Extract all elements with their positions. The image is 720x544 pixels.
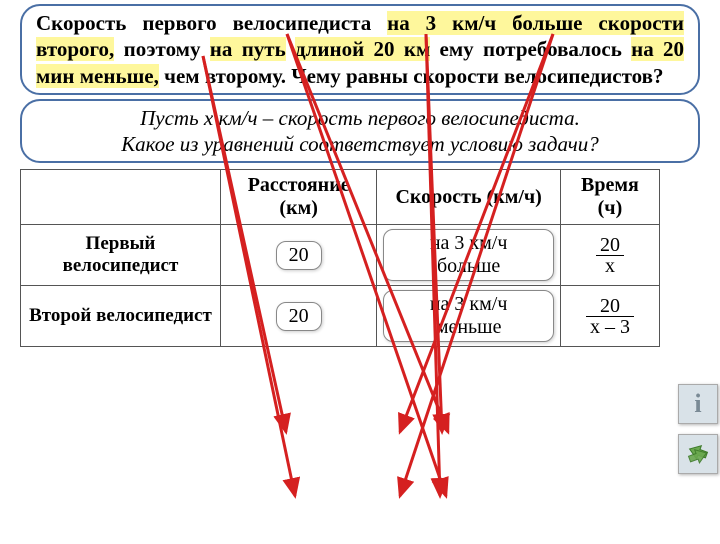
speed-value: на 3 км/ч больше [383, 229, 554, 281]
table-header-row: Расстояние (км) Скорость (км/ч) Время (ч… [21, 170, 660, 225]
question-box: Пусть х км/ч – скорость первого велосипе… [20, 99, 700, 164]
problem-fragment: Скорость первого велосипедиста [36, 11, 387, 35]
frac-num: 20 [596, 235, 624, 256]
problem-fragment: ему потребовалось [430, 37, 631, 61]
row2-speed: на 3 км/ч меньше [377, 286, 561, 347]
header-time: Время (ч) [560, 170, 659, 225]
problem-fragment: чем второму. Чему равны скорости велосип… [159, 64, 664, 88]
info-icon: i [694, 389, 701, 419]
frac-num: 20 [586, 296, 634, 317]
problem-box: Скорость первого велосипедиста на 3 км/ч… [20, 4, 700, 95]
frac-den: х [596, 256, 624, 276]
question-line1: Пусть х км/ч – скорость первого велосипе… [36, 105, 684, 131]
row1-time: 20 х [560, 225, 659, 286]
table-row: Первый велосипедист 20 на 3 км/ч больше … [21, 225, 660, 286]
problem-fragment: на путь [210, 37, 286, 61]
dist-value: 20 [276, 302, 322, 331]
table-row: Второй велосипедист 20 на 3 км/ч меньше … [21, 286, 660, 347]
row2-dist: 20 [220, 286, 376, 347]
row2-time: 20 х – 3 [560, 286, 659, 347]
problem-fragment [286, 37, 295, 61]
speed-value: на 3 км/ч меньше [383, 290, 554, 342]
header-speed: Скорость (км/ч) [377, 170, 561, 225]
nav-icon [685, 439, 711, 470]
row1-label: Первый велосипедист [21, 225, 221, 286]
dist-value: 20 [276, 241, 322, 270]
row1-speed: на 3 км/ч больше [377, 225, 561, 286]
row2-label: Второй велосипедист [21, 286, 221, 347]
problem-fragment: длиной 20 км [295, 37, 430, 61]
time-fraction: 20 х – 3 [586, 296, 634, 337]
time-fraction: 20 х [596, 235, 624, 276]
nav-button[interactable] [678, 434, 718, 474]
frac-den: х – 3 [586, 317, 634, 337]
side-buttons: i [678, 384, 718, 474]
question-line2: Какое из уравнений соответствует условию… [36, 131, 684, 157]
info-button[interactable]: i [678, 384, 718, 424]
header-empty [21, 170, 221, 225]
problem-fragment: поэтому [114, 37, 209, 61]
row1-dist: 20 [220, 225, 376, 286]
data-table: Расстояние (км) Скорость (км/ч) Время (ч… [20, 169, 660, 347]
header-distance: Расстояние (км) [220, 170, 376, 225]
